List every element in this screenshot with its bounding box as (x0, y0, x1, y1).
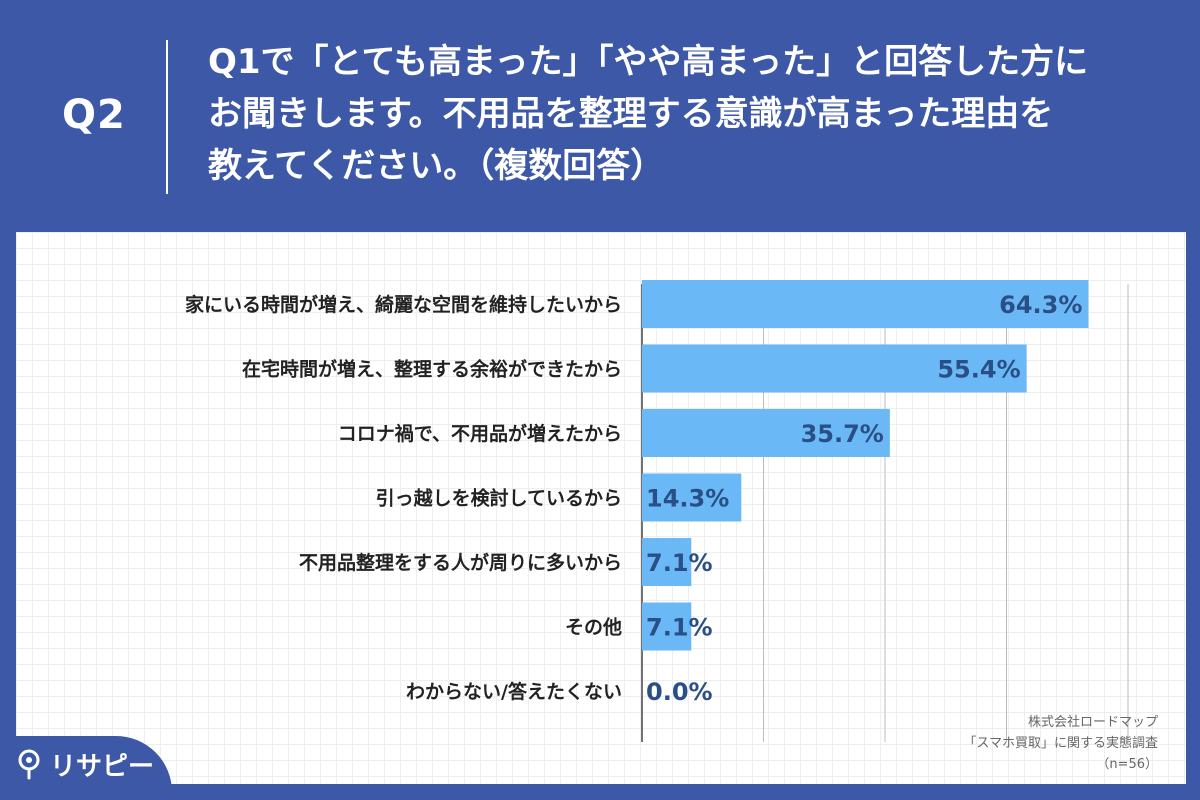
bar (642, 473, 742, 522)
question-header: Q2 Q1で「とても高まった」「やや高まった」と回答した方に お聞きします。不用… (0, 0, 1200, 232)
chart-panel: 家にいる時間が増え、綺麗な空間を維持したいから 64.3% 在宅時間が増え、整理する… (16, 232, 1186, 784)
value-label: 14.3% (646, 485, 729, 513)
value-label: 0.0% (646, 678, 713, 706)
category-label: 引っ越しを検討しているから (376, 487, 622, 510)
category-label: わからない/答えたくない (406, 680, 622, 703)
map-pin-icon (18, 749, 40, 780)
bar-chart: 家にいる時間が増え、綺麗な空間を維持したいから 64.3% 在宅時間が増え、整理する… (185, 280, 1129, 742)
category-label: コロナ禍で、不用品が増えたから (338, 422, 622, 445)
bar (642, 280, 1089, 328)
bar (642, 344, 1027, 393)
value-label: 7.1% (646, 549, 713, 577)
question-line-3: 教えてください。（複数回答） (208, 146, 665, 186)
value-label: 64.3% (999, 291, 1082, 319)
header-divider (166, 40, 168, 194)
question-text: Q1で「とても高まった」「やや高まった」と回答した方に お聞きします。不用品を整… (208, 36, 1168, 192)
source-survey: 「スマホ買取」に関する実態調査 (963, 736, 1158, 751)
brand-logo[interactable]: リサピー (16, 744, 154, 784)
source-company: 株式会社ロードマップ (1027, 715, 1158, 730)
source-sample-size: （n=56） (1096, 757, 1158, 772)
brand-name: リサピー (50, 751, 155, 782)
source-note: 株式会社ロードマップ 「スマホ買取」に関する実態調査 （n=56） (963, 712, 1158, 775)
question-line-1: Q1で「とても高まった」「やや高まった」と回答した方に (208, 42, 1089, 82)
category-label: 在宅時間が増え、整理する余裕ができたから (242, 358, 622, 381)
value-label: 55.4% (937, 356, 1020, 384)
bar (642, 409, 890, 457)
value-label: 35.7% (801, 420, 884, 448)
category-label: その他 (565, 616, 622, 639)
question-number: Q2 (62, 92, 126, 138)
category-label: 不用品整理をする人が周りに多いから (299, 551, 622, 574)
bar (642, 602, 692, 651)
bar (642, 538, 692, 586)
question-line-2: お聞きします。不用品を整理する意識が高まった理由を (208, 94, 1054, 134)
category-label: 家にいる時間が増え、綺麗な空間を維持したいから (185, 293, 622, 316)
value-label: 7.1% (646, 614, 713, 642)
